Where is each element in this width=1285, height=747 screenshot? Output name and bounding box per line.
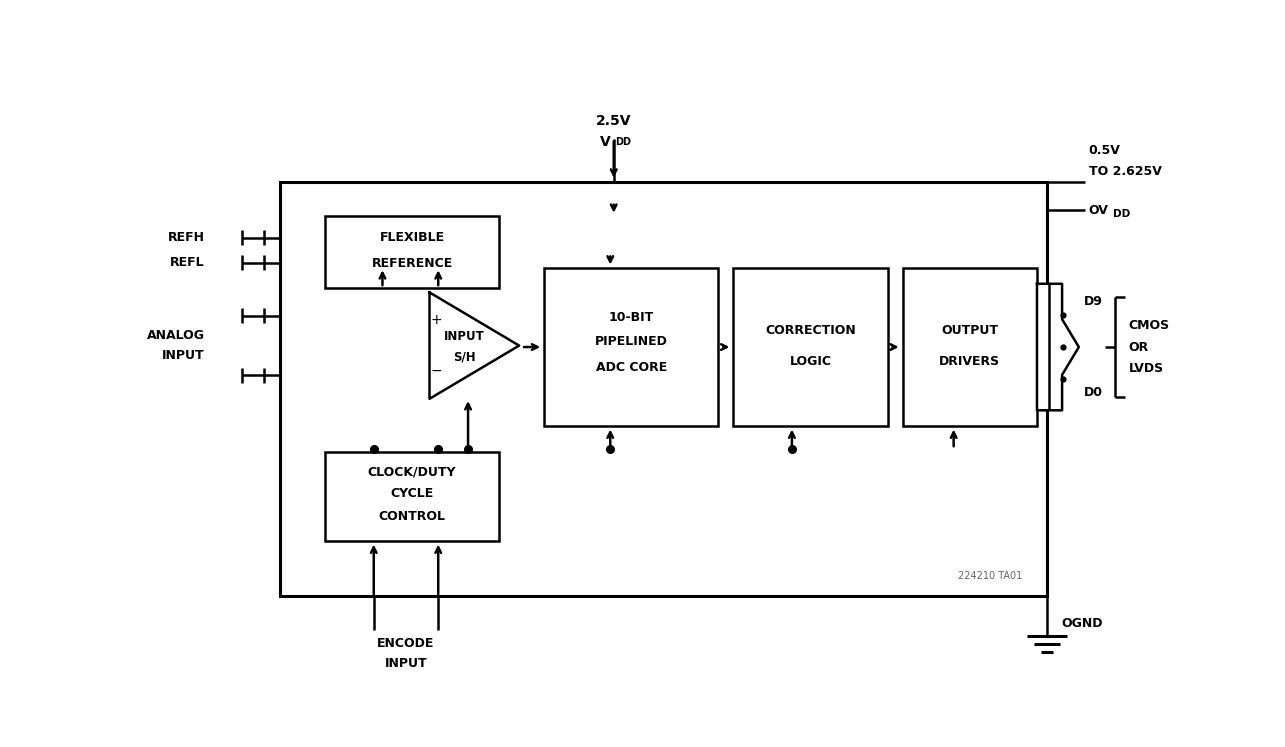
Text: INPUT: INPUT — [162, 350, 204, 362]
Text: INPUT: INPUT — [384, 657, 428, 669]
Text: S/H: S/H — [454, 350, 475, 364]
Bar — [325, 216, 499, 288]
Bar — [902, 268, 1037, 426]
Text: LVDS: LVDS — [1128, 362, 1164, 376]
Text: FLEXIBLE: FLEXIBLE — [379, 232, 445, 244]
Bar — [544, 268, 718, 426]
Text: PIPELINED: PIPELINED — [595, 335, 668, 348]
Text: DD: DD — [614, 137, 631, 147]
Text: REFL: REFL — [170, 256, 204, 270]
Text: CYCLE: CYCLE — [391, 487, 434, 500]
Text: OV: OV — [1088, 204, 1109, 217]
Text: LOGIC: LOGIC — [789, 355, 831, 368]
Polygon shape — [1037, 284, 1079, 410]
Bar — [280, 182, 1047, 596]
Text: 224210 TA01: 224210 TA01 — [957, 571, 1022, 581]
Text: 0.5V: 0.5V — [1088, 143, 1121, 157]
Text: +: + — [430, 313, 442, 327]
Text: DRIVERS: DRIVERS — [939, 355, 1000, 368]
Text: ADC CORE: ADC CORE — [595, 361, 667, 374]
Bar — [734, 268, 888, 426]
Text: REFH: REFH — [167, 232, 204, 244]
Text: 2.5V: 2.5V — [596, 114, 631, 128]
Text: V: V — [600, 134, 610, 149]
Text: OGND: OGND — [1061, 617, 1103, 630]
Text: D0: D0 — [1083, 386, 1103, 399]
Text: OR: OR — [1128, 341, 1149, 353]
Text: CONTROL: CONTROL — [379, 510, 446, 523]
Text: −: − — [430, 364, 442, 378]
Text: TO 2.625V: TO 2.625V — [1088, 165, 1162, 178]
Text: OUTPUT: OUTPUT — [942, 324, 998, 338]
Text: CORRECTION: CORRECTION — [765, 324, 856, 338]
Text: CLOCK/DUTY: CLOCK/DUTY — [368, 465, 456, 478]
Text: INPUT: INPUT — [445, 330, 484, 343]
Bar — [325, 452, 499, 541]
Text: 10-BIT: 10-BIT — [609, 311, 654, 323]
Text: REFERENCE: REFERENCE — [371, 257, 452, 270]
Text: ENCODE: ENCODE — [378, 637, 434, 650]
Text: DD: DD — [1113, 209, 1130, 219]
Text: CMOS: CMOS — [1128, 319, 1169, 332]
Text: ANALOG: ANALOG — [146, 329, 204, 341]
Text: D9: D9 — [1083, 295, 1103, 308]
